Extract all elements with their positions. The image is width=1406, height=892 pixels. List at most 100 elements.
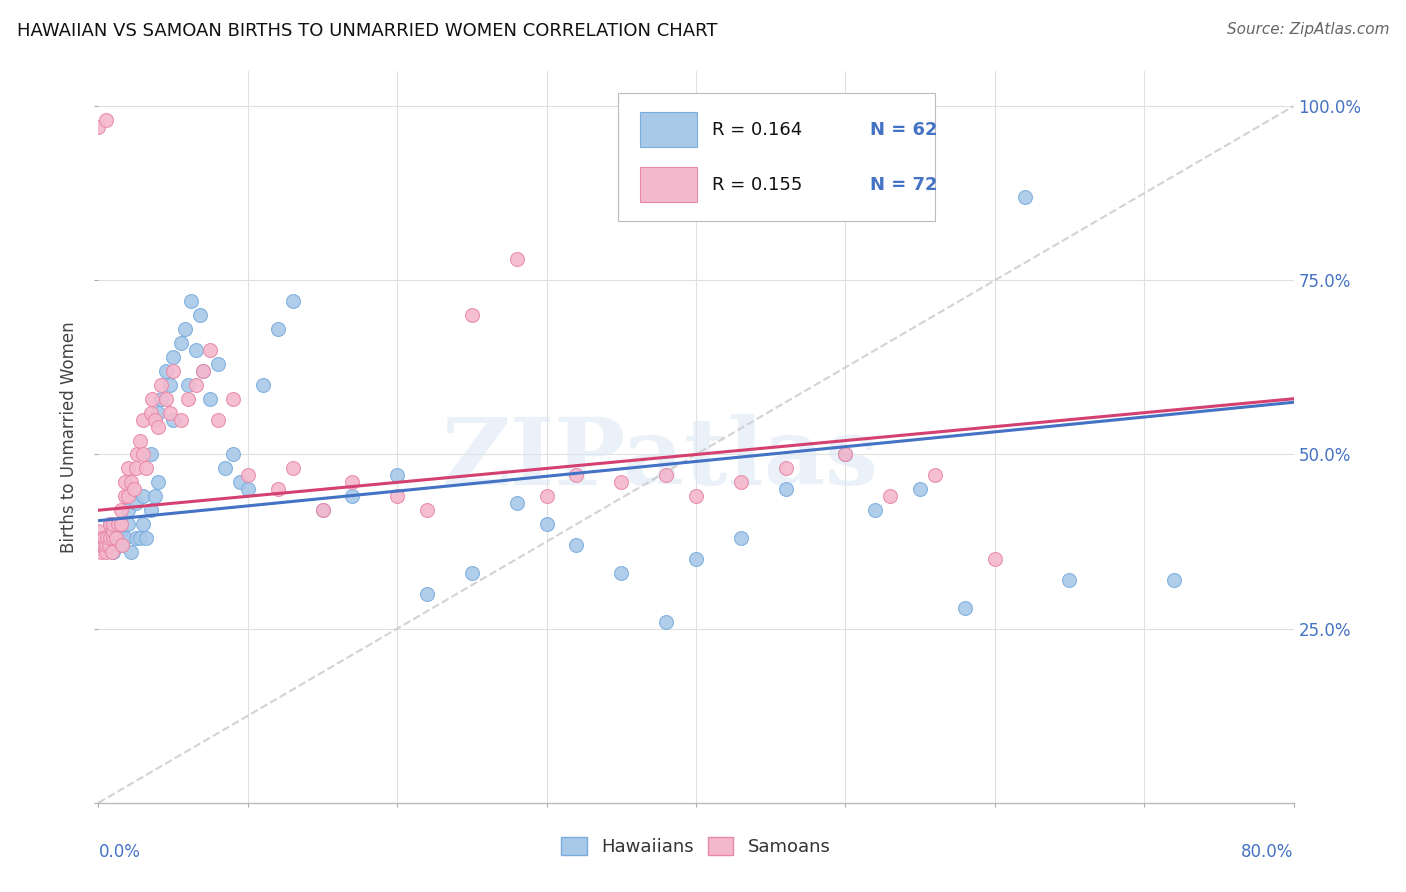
Point [281,461,304,475]
Point [953,600,976,615]
Point [94,113,117,128]
Point [229,475,252,490]
Point [506,252,529,267]
Text: ZIPatlas: ZIPatlas [441,414,879,504]
Point [180,294,202,309]
Point [252,377,274,392]
Point [120,545,142,559]
Point [177,392,200,406]
Point [655,615,678,629]
Point [311,503,333,517]
Point [132,412,155,426]
Point [311,503,333,517]
Point [207,412,229,426]
Point [139,503,162,517]
Point [169,336,191,351]
Point [87,120,110,134]
Point [117,489,139,503]
Point [1059,573,1081,587]
Point [879,489,901,503]
Text: N = 62: N = 62 [870,121,938,139]
Point [125,461,148,475]
Point [127,448,149,462]
Point [117,461,139,475]
Point [222,392,245,406]
Point [93,531,115,545]
Point [191,364,214,378]
Point [908,483,931,497]
Point [114,475,136,490]
Point [87,538,110,552]
Point [236,483,259,497]
Point [125,496,148,510]
Point [924,468,946,483]
Point [98,531,122,545]
Point [114,531,136,545]
Point [94,531,117,545]
Point [97,538,120,552]
Text: HAWAIIAN VS SAMOAN BIRTHS TO UNMARRIED WOMEN CORRELATION CHART: HAWAIIAN VS SAMOAN BIRTHS TO UNMARRIED W… [17,22,717,40]
Point [103,545,125,559]
Point [103,524,125,538]
Point [416,503,439,517]
Point [177,377,200,392]
Point [93,538,115,552]
Point [129,434,152,448]
Text: Source: ZipAtlas.com: Source: ZipAtlas.com [1226,22,1389,37]
Point [342,475,364,490]
Point [188,308,211,322]
Point [148,406,170,420]
Point [114,489,136,503]
Point [155,364,177,378]
Point [730,475,752,490]
Point [96,531,118,545]
Point [1163,573,1185,587]
Point [87,524,110,538]
Point [148,475,170,490]
Point [200,343,222,357]
Point [200,392,222,406]
Point [94,538,117,552]
Point [461,308,484,322]
Point [162,412,184,426]
Point [101,545,124,559]
Point [155,392,177,406]
Legend: Hawaiians, Samoans: Hawaiians, Samoans [554,830,838,863]
Point [132,448,155,462]
Point [107,517,129,532]
Text: R = 0.164: R = 0.164 [711,121,801,139]
Point [236,468,259,483]
Point [565,468,588,483]
Point [834,448,856,462]
Point [342,489,364,503]
Point [90,545,112,559]
Point [174,322,197,336]
Point [139,406,162,420]
Point [110,524,132,538]
Point [141,392,163,406]
Point [94,545,117,559]
Point [91,531,114,545]
Point [135,531,157,545]
Point [148,419,170,434]
Point [685,489,707,503]
Point [150,377,173,392]
Point [110,503,132,517]
Point [159,377,181,392]
Point [125,531,148,545]
Point [162,364,184,378]
Point [117,517,139,532]
Point [87,531,110,545]
FancyBboxPatch shape [619,94,935,221]
Point [90,538,112,552]
Point [98,517,122,532]
FancyBboxPatch shape [640,167,697,202]
Point [775,483,797,497]
Point [169,412,191,426]
Point [184,343,207,357]
Point [103,517,125,532]
Point [1014,190,1036,204]
Point [162,350,184,364]
FancyBboxPatch shape [640,112,697,147]
Point [775,461,797,475]
